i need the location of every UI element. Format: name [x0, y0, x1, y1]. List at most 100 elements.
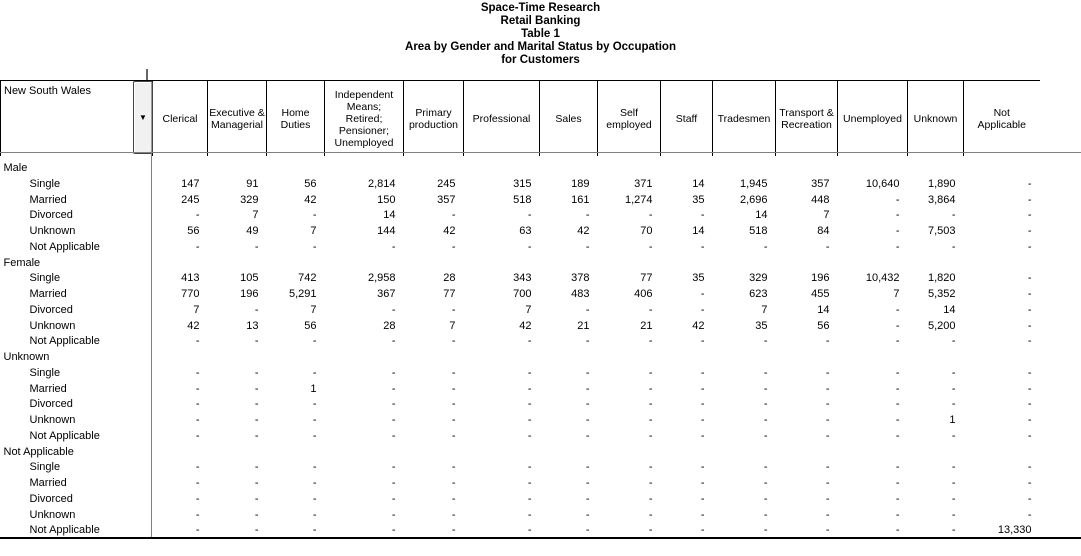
data-cell[interactable]: 5,291 — [288, 288, 317, 300]
data-cell[interactable]: - — [1027, 209, 1032, 222]
data-cell[interactable]: - — [527, 429, 532, 442]
data-cell[interactable]: - — [451, 335, 456, 348]
data-cell[interactable]: - — [1027, 366, 1032, 379]
data-cell[interactable]: 161 — [571, 193, 590, 206]
data-cell[interactable]: - — [1027, 414, 1032, 426]
data-cell[interactable]: 42 — [304, 193, 317, 206]
data-cell[interactable]: - — [763, 366, 768, 379]
data-cell[interactable]: - — [391, 335, 396, 348]
data-cell[interactable]: - — [1027, 492, 1032, 505]
column-header[interactable]: Professional — [463, 80, 540, 156]
data-cell[interactable]: - — [312, 429, 317, 442]
data-cell[interactable]: - — [895, 366, 900, 379]
data-cell[interactable]: 196 — [240, 288, 259, 300]
data-cell[interactable]: 7 — [252, 209, 259, 222]
row-label[interactable]: Not Applicable — [29, 335, 100, 348]
row-label[interactable]: Married — [29, 288, 67, 300]
data-cell[interactable]: - — [527, 209, 532, 222]
data-cell[interactable]: 2,814 — [367, 177, 396, 190]
data-cell[interactable]: 35 — [755, 319, 768, 332]
data-cell[interactable]: - — [951, 461, 956, 474]
data-cell[interactable]: - — [895, 240, 900, 253]
data-cell[interactable]: - — [895, 193, 900, 206]
data-cell[interactable]: - — [700, 429, 705, 442]
data-cell[interactable]: - — [763, 492, 768, 505]
data-cell[interactable]: 1,820 — [927, 272, 956, 285]
data-cell[interactable]: - — [648, 209, 653, 222]
data-cell[interactable]: 245 — [181, 193, 200, 206]
column-header[interactable]: Tradesmen — [712, 80, 776, 156]
data-cell[interactable]: - — [1027, 429, 1032, 442]
data-cell[interactable]: 7 — [310, 225, 317, 237]
data-cell[interactable]: - — [1027, 335, 1032, 348]
data-cell[interactable]: 56 — [304, 177, 317, 190]
row-label[interactable]: Married — [29, 193, 67, 206]
data-cell[interactable]: - — [951, 366, 956, 379]
row-label[interactable]: Single — [29, 461, 61, 474]
data-cell[interactable]: 7 — [525, 303, 532, 316]
data-cell[interactable]: 1 — [310, 382, 317, 395]
data-cell[interactable]: - — [312, 335, 317, 348]
column-header[interactable]: Transport & Recreation — [775, 80, 838, 156]
data-cell[interactable]: - — [951, 240, 956, 253]
data-cell[interactable]: 35 — [692, 272, 705, 285]
row-label[interactable]: Divorced — [29, 303, 73, 316]
data-cell[interactable]: - — [585, 303, 590, 316]
data-cell[interactable]: - — [1027, 461, 1032, 474]
data-cell[interactable]: 367 — [377, 288, 396, 300]
data-cell[interactable]: - — [895, 477, 900, 489]
data-cell[interactable]: - — [648, 240, 653, 253]
data-cell[interactable]: - — [825, 366, 830, 379]
column-header[interactable]: Unemployed — [837, 80, 908, 156]
data-cell[interactable]: - — [312, 477, 317, 489]
row-label[interactable]: Divorced — [29, 492, 73, 505]
data-cell[interactable]: - — [763, 335, 768, 348]
data-cell[interactable]: 7 — [761, 303, 768, 316]
data-cell[interactable]: 343 — [513, 272, 532, 285]
data-cell[interactable]: - — [195, 414, 200, 426]
column-header[interactable]: Executive & Managerial — [207, 80, 267, 156]
data-cell[interactable]: - — [825, 492, 830, 505]
data-cell[interactable]: - — [585, 240, 590, 253]
data-cell[interactable]: - — [254, 492, 259, 505]
data-cell[interactable]: - — [195, 429, 200, 442]
data-cell[interactable]: - — [451, 209, 456, 222]
data-cell[interactable]: - — [585, 209, 590, 222]
data-cell[interactable]: - — [391, 382, 396, 395]
data-cell[interactable]: 42 — [519, 319, 532, 332]
data-cell[interactable]: 770 — [181, 288, 200, 300]
data-cell[interactable]: - — [195, 240, 200, 253]
data-cell[interactable]: 5,200 — [927, 319, 956, 332]
data-cell[interactable]: - — [951, 335, 956, 348]
data-cell[interactable]: 10,432 — [865, 272, 900, 285]
data-cell[interactable]: 49 — [246, 225, 259, 237]
data-cell[interactable]: - — [895, 382, 900, 395]
data-cell[interactable]: - — [195, 492, 200, 505]
data-cell[interactable]: - — [195, 508, 200, 521]
data-cell[interactable]: 21 — [640, 319, 653, 332]
group-label[interactable]: Not Applicable — [3, 445, 74, 458]
data-cell[interactable]: - — [585, 414, 590, 426]
data-cell[interactable]: - — [451, 429, 456, 442]
data-cell[interactable]: - — [585, 524, 590, 537]
data-cell[interactable]: - — [1027, 272, 1032, 285]
data-cell[interactable]: 147 — [181, 177, 200, 190]
data-cell[interactable]: - — [895, 524, 900, 537]
row-label[interactable]: Not Applicable — [29, 240, 100, 253]
data-cell[interactable]: - — [254, 414, 259, 426]
column-header[interactable]: Not Applicable — [963, 80, 1040, 156]
row-label[interactable]: Married — [29, 477, 67, 489]
data-cell[interactable]: 150 — [377, 193, 396, 206]
data-cell[interactable]: 1,274 — [624, 193, 653, 206]
data-cell[interactable]: - — [895, 414, 900, 426]
data-cell[interactable]: - — [391, 398, 396, 411]
data-cell[interactable]: - — [451, 524, 456, 537]
data-cell[interactable]: - — [312, 209, 317, 222]
data-cell[interactable]: 448 — [811, 193, 830, 206]
data-cell[interactable]: - — [1027, 240, 1032, 253]
data-cell[interactable]: - — [391, 240, 396, 253]
data-cell[interactable]: - — [585, 398, 590, 411]
data-cell[interactable]: - — [895, 492, 900, 505]
data-cell[interactable]: 7 — [823, 209, 830, 222]
data-cell[interactable]: - — [391, 508, 396, 521]
